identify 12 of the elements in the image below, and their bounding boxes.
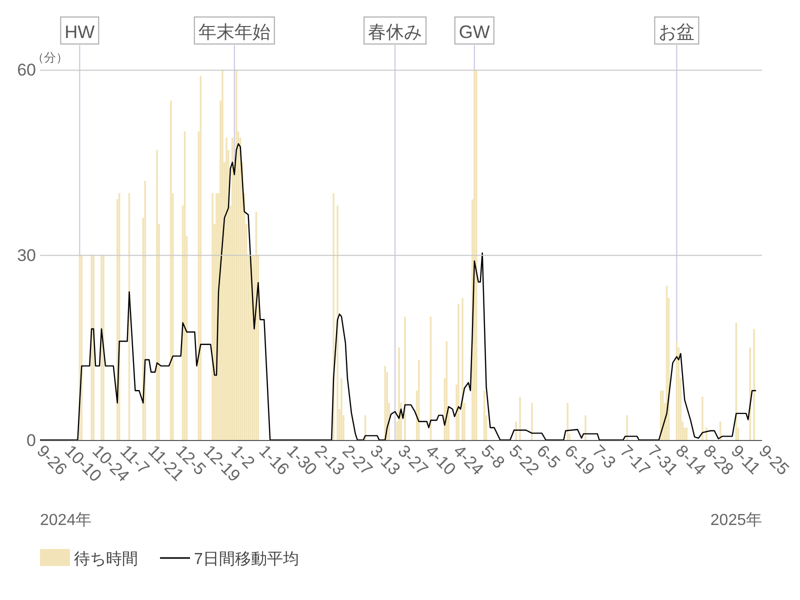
ref-line-label: 春休み <box>368 22 422 42</box>
text: 2025年 <box>710 512 762 529</box>
text: 2024年 <box>40 512 92 529</box>
ref-line-label: GW <box>458 22 490 42</box>
y-tick-label: 30 <box>17 246 36 265</box>
legend-label: 7日間移動平均 <box>194 551 299 568</box>
ref-line-label: 年末年始 <box>198 22 270 42</box>
ref-line-label: お盆 <box>658 22 695 42</box>
legend-label: 待ち時間 <box>74 550 138 568</box>
line-series <box>39 143 757 441</box>
y-tick-label: 0 <box>26 431 36 450</box>
ref-line-label: HW <box>64 22 95 42</box>
